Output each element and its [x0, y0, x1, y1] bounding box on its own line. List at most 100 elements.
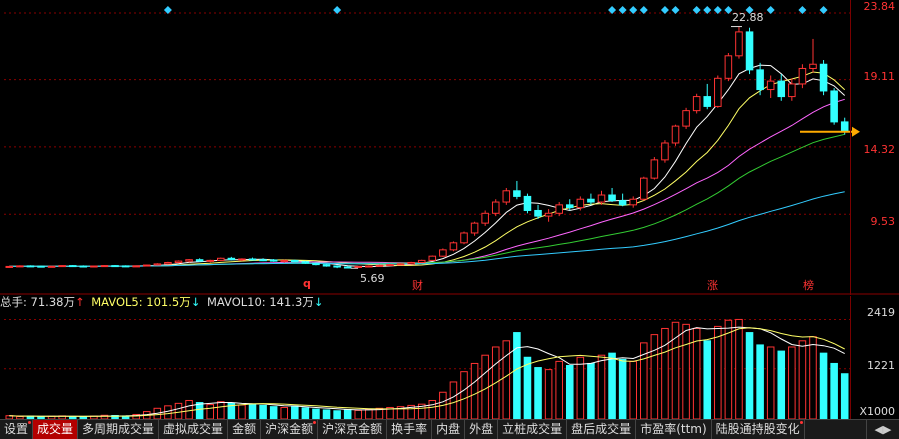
candle-body: [618, 200, 627, 206]
volume-bar: [259, 404, 267, 420]
volume-bar: [745, 332, 754, 420]
candle-body: [682, 110, 690, 127]
event-diamond-icon: [819, 6, 828, 14]
volume-bar: [365, 408, 373, 420]
tab-0[interactable]: 设置: [0, 420, 34, 439]
candle-body: [608, 194, 616, 202]
tab-scroll-arrows[interactable]: ◀▶: [866, 420, 899, 439]
candle-body: [248, 258, 257, 261]
tab-13[interactable]: 陆股通持股变化: [712, 420, 805, 439]
ma20-line: [9, 98, 845, 267]
price-axis: 23.84 19.11 14.32 9.53: [850, 0, 899, 295]
candle-body: [5, 265, 14, 268]
candle-body: [470, 222, 479, 234]
candle-body: [788, 83, 796, 98]
candle-body: [322, 264, 331, 267]
volume-bar: [830, 362, 838, 420]
candle-body: [819, 63, 828, 92]
candle-body: [238, 258, 246, 261]
candle-body: [565, 204, 574, 209]
tab-2[interactable]: 多周期成交量: [78, 420, 160, 439]
event-diamond-icon: [608, 6, 617, 14]
candle-body: [26, 265, 35, 268]
tab-label: 虚拟成交量: [163, 422, 224, 436]
volume-bar: [798, 340, 807, 420]
tab-5[interactable]: 沪深金额: [261, 420, 319, 439]
candle-body: [121, 265, 130, 268]
tab-label: 成交量: [37, 422, 74, 436]
volume-bar: [269, 406, 278, 420]
volume-bar: [565, 365, 574, 420]
volume-bar: [460, 371, 468, 420]
candle-body: [502, 190, 511, 203]
volume-axis: 2419 1221 X1000: [850, 296, 899, 420]
volume-bar: [555, 360, 563, 420]
candle-body: [629, 198, 637, 206]
tab-6[interactable]: 沪深京金额: [318, 420, 388, 439]
tab-4[interactable]: 金额: [228, 420, 262, 439]
volume-bar: [544, 369, 553, 420]
event-marker-q[interactable]: q: [303, 277, 311, 290]
candle-body: [16, 265, 24, 268]
candle-body: [343, 266, 352, 269]
volume-bar: [375, 407, 384, 420]
candle-body: [185, 259, 193, 262]
candle-body: [534, 209, 542, 217]
notification-dot-icon: [313, 421, 317, 424]
tab-7[interactable]: 换手率: [387, 420, 433, 439]
volume-bar: [735, 318, 743, 420]
tab-3[interactable]: 虚拟成交量: [159, 420, 229, 439]
event-marker-bang[interactable]: 榜: [803, 279, 814, 292]
event-marker-cai[interactable]: 财: [412, 279, 423, 292]
tab-12[interactable]: 市盈率(ttm): [636, 420, 712, 439]
tab-1[interactable]: 成交量: [33, 420, 79, 439]
candle-body: [142, 264, 151, 267]
tab-label: 设置: [4, 422, 29, 436]
candle-body: [259, 259, 267, 262]
event-marker-zhang[interactable]: 涨: [707, 279, 718, 292]
volume-bar: [703, 340, 712, 420]
price-tick: 9.53: [870, 215, 896, 228]
notification-dot-icon: [28, 421, 32, 424]
candle-body: [555, 204, 563, 214]
candle-body: [37, 265, 45, 268]
candle-body: [195, 259, 204, 262]
candle-body: [417, 259, 426, 264]
volume-bar: [428, 399, 437, 420]
candle-body: [513, 190, 521, 197]
volume-bar: [312, 408, 320, 420]
volume-unit: X1000: [859, 405, 895, 418]
volume-bar: [597, 354, 606, 420]
volume-bar: [343, 409, 352, 420]
tab-10[interactable]: 立桩成交量: [498, 420, 568, 439]
volume-bar: [174, 402, 183, 420]
candle-body: [830, 90, 838, 123]
candle-body: [153, 263, 162, 266]
tab-11[interactable]: 盘后成交量: [567, 420, 637, 439]
candle-body: [640, 177, 648, 200]
candle-body: [798, 67, 807, 85]
tab-9[interactable]: 外盘: [465, 420, 499, 439]
volume-bar: [333, 410, 341, 420]
candle-body: [714, 77, 722, 107]
candle-body: [354, 265, 363, 268]
candle-body: [375, 264, 384, 267]
event-diamond-icon: [671, 6, 680, 14]
candle-body: [132, 265, 140, 268]
tab-label: 沪深金额: [265, 422, 314, 436]
candle-body: [407, 262, 415, 265]
volume-bar: [629, 360, 637, 420]
volume-tick: 1221: [867, 359, 895, 372]
volume-bar: [513, 332, 521, 420]
candle-body: [280, 259, 289, 262]
volume-bar: [608, 352, 616, 420]
mavol5-label: MAVOL5: 101.5万: [91, 295, 191, 309]
tab-8[interactable]: 内盘: [432, 420, 466, 439]
candle-body: [724, 55, 733, 79]
candle-body: [174, 260, 183, 264]
candle-body: [523, 195, 532, 211]
low-price-label: 5.69: [360, 272, 385, 285]
candle-body: [587, 198, 595, 203]
volume-bar: [407, 404, 415, 420]
